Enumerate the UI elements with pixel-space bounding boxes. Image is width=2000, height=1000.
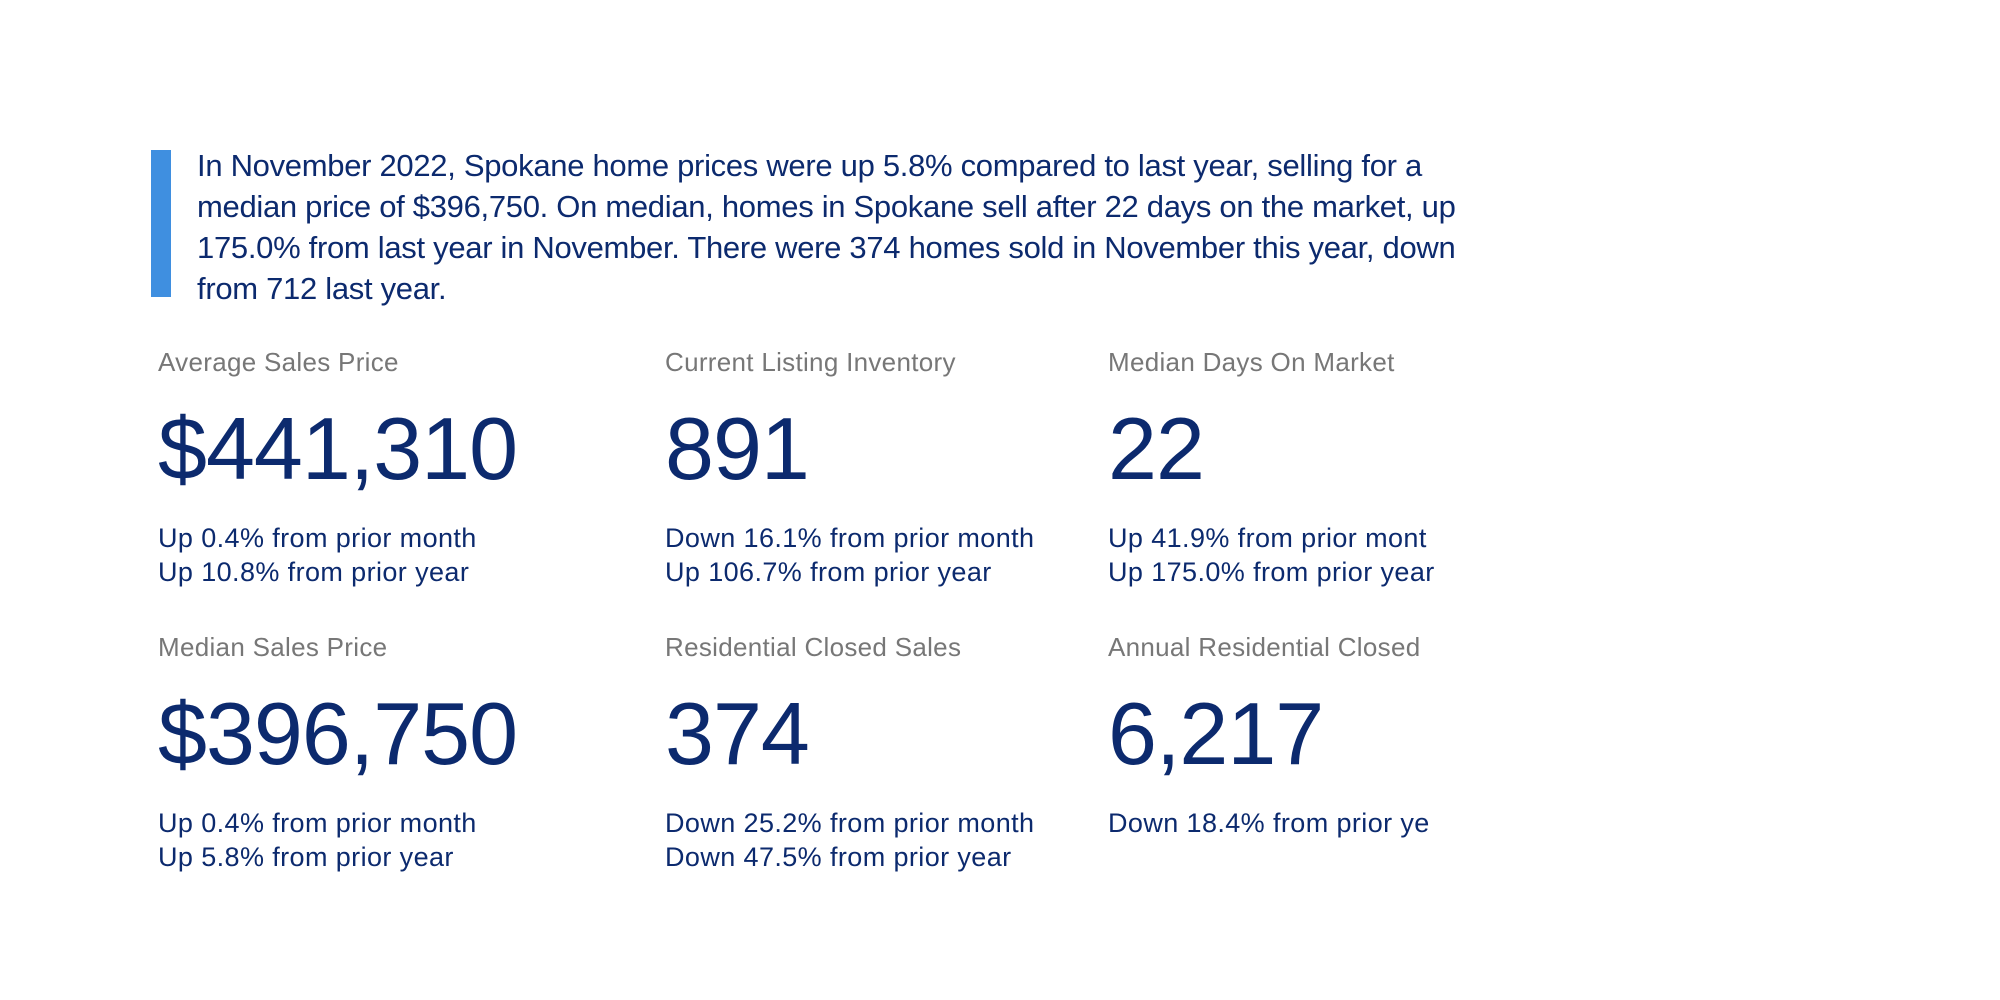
stat-annual-residential-closed: Annual Residential Closed 6,217 Down 18.… bbox=[1108, 630, 1460, 840]
stat-median-sales-price: Median Sales Price $396,750 Up 0.4% from… bbox=[158, 630, 608, 874]
stat-label: Annual Residential Closed bbox=[1108, 632, 1421, 662]
stat-average-sales-price: Average Sales Price $441,310 Up 0.4% fro… bbox=[158, 345, 608, 589]
stat-change: Up 10.8% from prior year bbox=[158, 557, 470, 587]
stat-value: 374 bbox=[665, 684, 810, 783]
stat-label: Median Days On Market bbox=[1108, 347, 1395, 377]
stat-change: Down 18.4% from prior ye bbox=[1108, 808, 1430, 838]
stat-change: Up 0.4% from prior month bbox=[158, 523, 477, 553]
stat-label: Current Listing Inventory bbox=[665, 347, 956, 377]
stats-grid: Average Sales Price $441,310 Up 0.4% fro… bbox=[158, 345, 1460, 905]
accent-bar bbox=[151, 150, 171, 297]
stat-value: 22 bbox=[1108, 399, 1205, 498]
stat-label: Residential Closed Sales bbox=[665, 632, 962, 662]
stat-change: Up 41.9% from prior mont bbox=[1108, 523, 1427, 553]
stat-change: Up 0.4% from prior month bbox=[158, 808, 477, 838]
stat-label: Median Sales Price bbox=[158, 632, 388, 662]
stat-change: Down 16.1% from prior month bbox=[665, 523, 1035, 553]
market-summary: In November 2022, Spokane home prices we… bbox=[197, 148, 1456, 306]
stat-change: Down 25.2% from prior month bbox=[665, 808, 1035, 838]
stat-label: Average Sales Price bbox=[158, 347, 399, 377]
stat-change: Up 175.0% from prior year bbox=[1108, 557, 1435, 587]
stat-value: $396,750 bbox=[158, 684, 518, 783]
stat-value: 6,217 bbox=[1108, 684, 1324, 783]
stat-change: Up 5.8% from prior year bbox=[158, 842, 454, 872]
stat-value: 891 bbox=[665, 399, 810, 498]
stat-value: $441,310 bbox=[158, 399, 518, 498]
stat-median-days-on-market: Median Days On Market 22 Up 41.9% from p… bbox=[1108, 345, 1460, 589]
stat-residential-closed-sales: Residential Closed Sales 374 Down 25.2% … bbox=[665, 630, 1115, 874]
stat-change: Down 47.5% from prior year bbox=[665, 842, 1012, 872]
stat-current-listing-inventory: Current Listing Inventory 891 Down 16.1%… bbox=[665, 345, 1115, 589]
stat-change: Up 106.7% from prior year bbox=[665, 557, 992, 587]
